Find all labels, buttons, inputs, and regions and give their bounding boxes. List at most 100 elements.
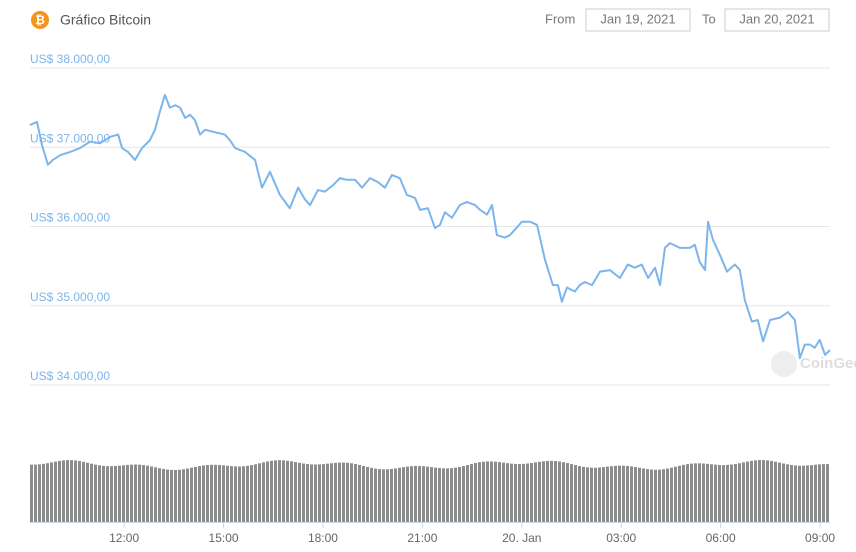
volume-bar	[646, 469, 649, 522]
volume-bar	[398, 467, 401, 522]
volume-bar	[346, 462, 349, 522]
volume-bar	[662, 469, 665, 522]
volume-bar	[374, 468, 377, 522]
volume-bar	[290, 461, 293, 522]
volume-bar	[578, 466, 581, 522]
volume-bar	[350, 463, 353, 522]
volume-bar	[754, 460, 757, 522]
volume-bar	[218, 465, 221, 522]
volume-bar	[230, 466, 233, 522]
volume-bar	[782, 463, 785, 522]
volume-bar	[770, 460, 773, 522]
to-date[interactable]: Jan 20, 2021	[739, 11, 814, 26]
volume-bar	[170, 469, 173, 522]
volume-bar	[438, 468, 441, 522]
price-line	[29, 93, 831, 360]
volume-bar	[382, 469, 385, 522]
volume-bar	[134, 464, 137, 522]
volume-bar	[234, 466, 237, 522]
volume-bar	[282, 460, 285, 522]
volume-bar	[46, 463, 49, 522]
volume-bar	[486, 461, 489, 522]
volume-bar	[634, 467, 637, 522]
volume-bar	[330, 463, 333, 522]
volume-bar	[434, 467, 437, 522]
volume-bar	[70, 460, 73, 522]
volume-bar	[78, 461, 81, 522]
volume-bar	[530, 463, 533, 522]
volume-bar	[210, 464, 213, 522]
volume-bar	[270, 460, 273, 522]
volume-bar	[722, 465, 725, 522]
volume-bar	[406, 466, 409, 522]
volume-bar	[62, 460, 65, 522]
volume-bar	[150, 466, 153, 522]
volume-bar	[162, 468, 165, 522]
volume-bar	[262, 462, 265, 522]
volume-bar	[566, 463, 569, 522]
volume-bar	[450, 468, 453, 522]
volume-bar	[142, 465, 145, 522]
volume-bar	[90, 463, 93, 522]
volume-bar	[498, 462, 501, 522]
volume-bar	[310, 464, 313, 522]
volume-bar	[794, 465, 797, 522]
volume-bar	[50, 462, 53, 522]
volume-bar	[430, 467, 433, 522]
volume-bar	[742, 462, 745, 522]
from-input[interactable]	[585, 8, 691, 32]
volume-bar	[526, 463, 529, 522]
volume-bar	[538, 461, 541, 522]
volume-bar	[318, 464, 321, 522]
x-tick-label: 18:00	[308, 531, 338, 545]
volume-bar	[510, 463, 513, 522]
volume-bar	[734, 463, 737, 522]
volume-bar	[822, 464, 825, 522]
volume-bar	[194, 466, 197, 522]
volume-bar	[470, 463, 473, 522]
volume-bar	[686, 464, 689, 522]
volume-bar	[358, 464, 361, 522]
volume-bar	[274, 460, 277, 522]
x-tick-label: 15:00	[209, 531, 239, 545]
volume-bar	[730, 464, 733, 522]
x-tick-label: 21:00	[407, 531, 437, 545]
volume-bar	[718, 464, 721, 522]
volume-bar	[518, 464, 521, 522]
volume-bar	[550, 460, 553, 522]
volume-bar	[642, 468, 645, 522]
volume-bar	[650, 469, 653, 522]
volume-bar	[458, 466, 461, 522]
volume-bar	[690, 463, 693, 522]
volume-bar	[774, 461, 777, 522]
volume-bar	[682, 464, 685, 522]
volume-bar	[790, 465, 793, 522]
volume-bar	[334, 462, 337, 522]
x-tick-label: 03:00	[606, 531, 636, 545]
volume-bar	[778, 462, 781, 522]
volume-bar	[298, 462, 301, 522]
to-input[interactable]	[724, 8, 830, 32]
volume-bar	[38, 464, 41, 522]
volume-bar	[674, 466, 677, 522]
volume-bar	[574, 465, 577, 522]
volume-bar	[694, 463, 697, 522]
volume-bar	[302, 463, 305, 522]
volume-bar	[798, 465, 801, 522]
volume-bar	[762, 460, 765, 522]
volume-bar	[182, 469, 185, 522]
volume-bar	[342, 462, 345, 522]
from-date[interactable]: Jan 19, 2021	[600, 11, 675, 26]
volume-bar	[98, 465, 101, 522]
volume-bar	[802, 465, 805, 522]
volume-bar	[638, 467, 641, 522]
x-tick-label: 06:00	[706, 531, 736, 545]
volume-bar	[66, 460, 69, 522]
volume-bar	[122, 465, 125, 522]
volume-bar	[670, 467, 673, 522]
volume-bar	[294, 462, 297, 522]
volume-bar	[82, 461, 85, 522]
volume-bar	[314, 464, 317, 522]
y-tick-label: US$ 36.000,00	[30, 211, 110, 225]
